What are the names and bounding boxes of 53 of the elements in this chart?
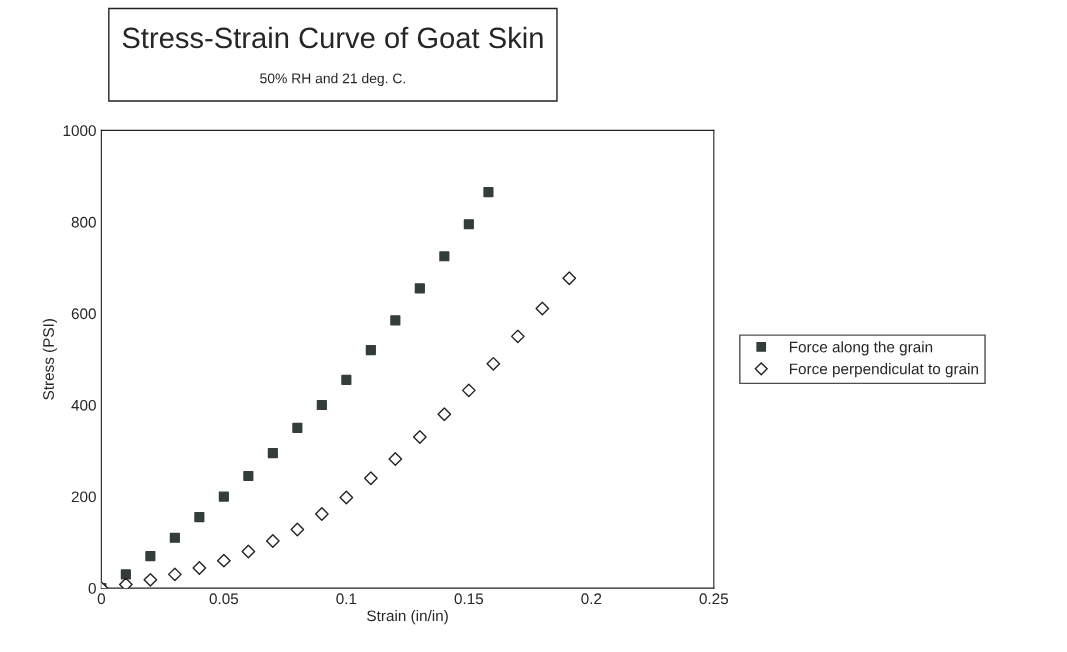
point [483, 187, 494, 198]
point [290, 522, 305, 537]
y-tick-label: 200 [71, 491, 96, 503]
y-tick-label: 400 [71, 399, 96, 411]
point [314, 507, 329, 521]
x-axis-title: Strain (in/in) [367, 609, 448, 625]
point [167, 567, 182, 582]
point [341, 374, 352, 385]
chart-title: Stress-Strain Curve of Goat Skin [122, 26, 543, 49]
y-tick-label: 600 [71, 308, 96, 320]
point [535, 301, 550, 316]
point [143, 572, 158, 587]
point [562, 271, 577, 286]
x-tick-label: 0 [97, 593, 106, 605]
point [316, 399, 327, 411]
x-tick-label: 0.1 [336, 593, 357, 605]
point [265, 534, 280, 548]
point [339, 490, 354, 505]
legend-label: Force perpendiculat to grain [789, 363, 978, 378]
legend-label: Force along the grain [789, 341, 933, 356]
point [241, 544, 256, 559]
point [118, 577, 133, 589]
point [390, 315, 401, 326]
point [437, 407, 452, 422]
point [463, 219, 474, 230]
point [192, 561, 207, 575]
point [218, 491, 229, 502]
point [365, 345, 376, 356]
point [267, 447, 278, 459]
point [216, 553, 231, 568]
y-axis-title: Stress (PSI) [42, 319, 57, 400]
point [461, 383, 476, 398]
x-tick-label: 0.25 [699, 593, 729, 605]
x-tick-label: 0.05 [209, 593, 239, 605]
point [414, 283, 425, 294]
point [388, 452, 403, 466]
x-tick-label: 0.2 [581, 593, 602, 605]
point [145, 550, 156, 562]
point [363, 471, 378, 486]
point [486, 356, 501, 371]
y-tick-label: 800 [71, 216, 96, 228]
x-tick-label: 0.15 [454, 593, 484, 605]
point [169, 532, 180, 543]
y-tick-label: 1000 [63, 125, 96, 137]
point [243, 470, 254, 482]
point [412, 430, 427, 444]
point [194, 512, 205, 523]
point [292, 422, 303, 433]
point [120, 569, 131, 580]
chart-subtitle: 50% RH and 21 deg. C. [260, 73, 405, 87]
point [510, 329, 525, 344]
point [439, 251, 450, 262]
y-tick-label: 0 [88, 582, 96, 594]
